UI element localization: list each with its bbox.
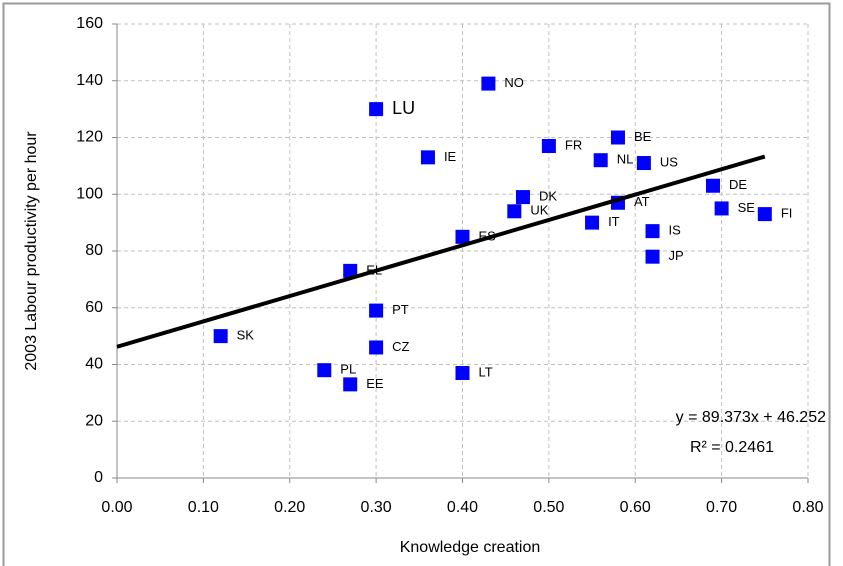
point-label: IT [608,214,620,229]
point [610,130,625,145]
point-label: EE [366,376,384,391]
point-label: AT [634,194,650,209]
x-axis-title: Knowledge creation [400,539,541,556]
point [343,263,358,278]
point [507,204,522,219]
point-label: FR [565,137,582,152]
x-tick-label: 0.30 [361,499,392,516]
y-tick-label: 100 [76,185,103,202]
point [645,249,660,264]
point [705,178,720,193]
point [369,340,384,355]
point-label: IS [669,223,682,238]
point-label: LT [479,364,493,379]
trendline [116,154,766,349]
trendline-r-squared: R² = 0.2461 [690,439,774,456]
point [213,329,228,344]
x-tick-label: 0.10 [188,499,219,516]
point-label: SK [237,328,255,343]
y-tick-label: 120 [76,129,103,146]
point-label: NO [504,75,523,90]
x-tick-label: 0.20 [274,499,305,516]
point-label: IE [444,149,457,164]
chart-frame [2,2,831,566]
point-label: PL [340,362,356,377]
point-label: US [660,154,678,169]
point-label: FI [781,206,793,221]
point-label: LU [392,98,415,118]
point [455,366,470,381]
point-label: UK [530,203,548,218]
point-label: BE [634,129,652,144]
point [317,363,332,378]
y-axis-title: 2003 Labour productivity per hour [23,131,40,371]
point [714,201,729,216]
y-tick-label: 140 [76,72,103,89]
y-tick-label: 60 [85,299,103,316]
point [420,150,435,165]
point [645,224,660,239]
x-tick-label: 0.50 [533,499,564,516]
point-label: CZ [392,339,409,354]
x-tick-label: 0.60 [620,499,651,516]
point-label: DK [539,189,557,204]
y-tick-label: 80 [85,242,103,259]
x-tick-label: 0.00 [101,499,132,516]
x-tick-label: 0.70 [706,499,737,516]
point [515,190,530,205]
point-label: DE [729,177,747,192]
point [541,139,556,154]
point [343,377,358,392]
point-label: JP [669,248,684,263]
point-label: SE [738,200,756,215]
y-tick-label: 160 [76,15,103,32]
point [455,229,470,244]
point [369,303,384,318]
point-label: NL [617,152,634,167]
y-tick-label: 0 [94,469,103,486]
point [369,102,384,117]
x-tick-label: 0.40 [447,499,478,516]
trendline-equation: y = 89.373x + 46.252 [676,409,826,426]
point [585,215,600,230]
y-tick-label: 40 [85,356,103,373]
y-tick-label: 20 [85,412,103,429]
point [757,207,772,222]
point-label: PT [392,302,409,317]
point [481,76,496,91]
point [593,153,608,168]
x-tick-label: 0.80 [792,499,823,516]
point [636,156,651,171]
